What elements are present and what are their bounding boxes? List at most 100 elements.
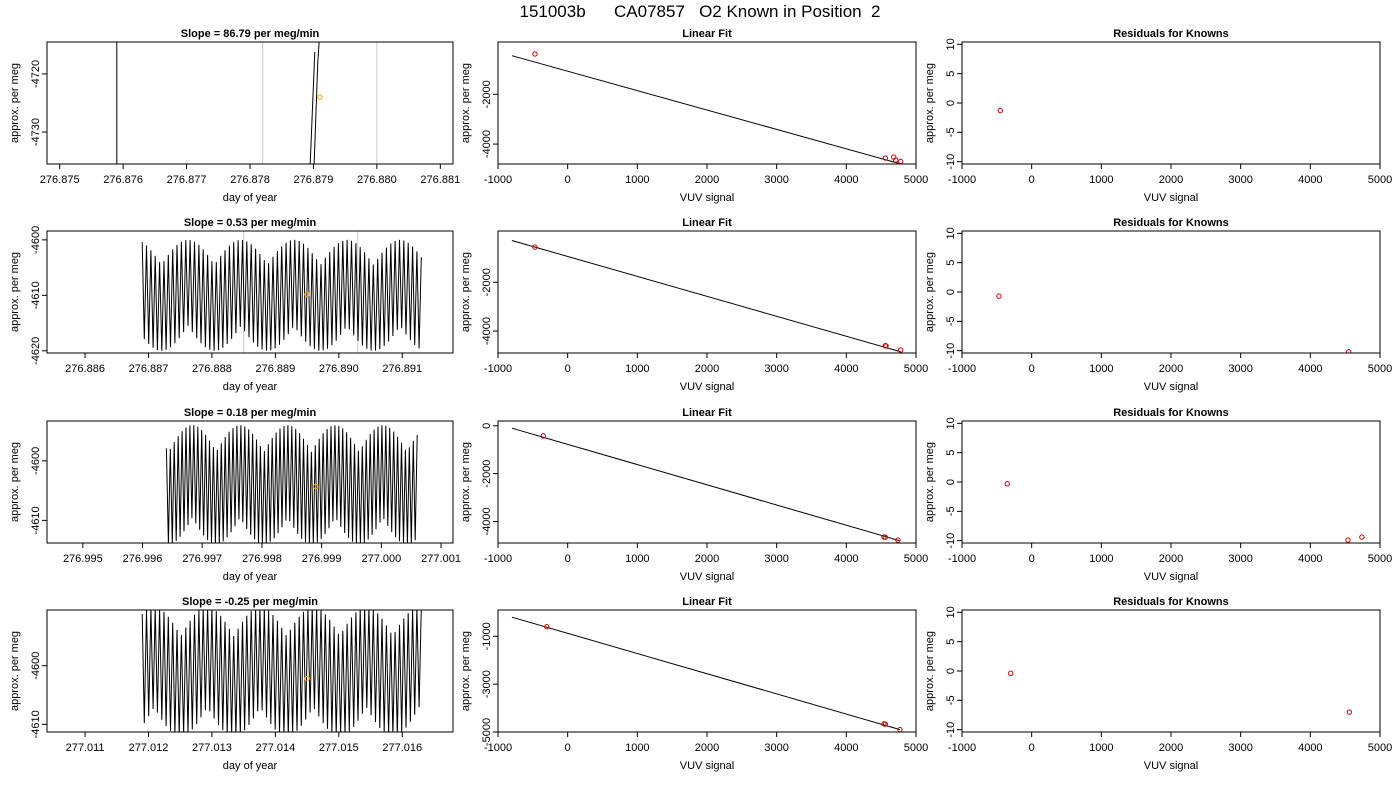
panel-title: Linear Fit [682, 217, 732, 229]
x-tick-label: 1000 [1089, 742, 1113, 754]
plot-area [996, 293, 1352, 353]
x-tick-label: 0 [1029, 742, 1035, 754]
data-point [883, 343, 889, 349]
x-tick-label: 0 [565, 174, 571, 186]
x-tick-label: 277.015 [319, 742, 359, 754]
x-tick-label: 276.875 [40, 174, 80, 186]
x-tick-label: 5000 [1368, 553, 1392, 565]
x-tick-label: 276.877 [167, 174, 207, 186]
plot-area [1004, 481, 1365, 543]
y-tick-label: -4600 [30, 226, 42, 254]
y-tick-label: 5 [945, 450, 957, 456]
x-tick-label: 1000 [625, 742, 649, 754]
data-point [882, 155, 889, 161]
x-tick-label: 277.013 [192, 742, 232, 754]
y-tick-label: -4000 [481, 317, 493, 345]
plot-area [511, 51, 904, 164]
plot-frame [497, 609, 917, 733]
x-tick-label: 276.999 [302, 553, 342, 565]
data-point [1004, 481, 1010, 487]
x-tick-label: 276.889 [255, 363, 295, 375]
plot-frame [497, 41, 917, 165]
x-tick-label: 3000 [1228, 742, 1252, 754]
mean-point [312, 483, 319, 490]
y-tick-label: 10 [945, 606, 957, 618]
plot-area [141, 231, 422, 353]
x-tick-label: 5000 [1368, 742, 1392, 754]
y-tick-label: -4600 [30, 652, 42, 680]
plot-area [511, 240, 904, 353]
data-point [997, 107, 1004, 114]
x-axis-label: VUV signal [680, 192, 734, 204]
data-point [882, 721, 889, 727]
x-tick-label: 2000 [695, 174, 719, 186]
data-point [882, 534, 889, 540]
x-tick-label: 277.016 [382, 742, 422, 754]
x-tick-label: 0 [1029, 174, 1035, 186]
plot-frame [46, 41, 454, 165]
y-tick-label: -5 [945, 506, 957, 516]
y-tick-label: -4730 [30, 118, 42, 146]
y-tick-label: -10 [945, 154, 957, 170]
y-tick-label: -2000 [481, 80, 493, 108]
x-tick-label: -1000 [484, 553, 512, 565]
y-tick-label: -5 [945, 316, 957, 326]
y-tick-label: -10 [945, 722, 957, 738]
x-tick-label: 4000 [1298, 742, 1322, 754]
x-tick-label: 4000 [1298, 363, 1322, 375]
x-tick-label: 276.997 [182, 553, 222, 565]
x-tick-label: 277.000 [361, 553, 401, 565]
x-tick-label: 4000 [1298, 553, 1322, 565]
y-axis-label: approx. per meg [460, 442, 472, 522]
x-tick-label: 3000 [764, 742, 788, 754]
x-axis-label: day of year [223, 381, 278, 393]
panel-title: Slope = 0.53 per meg/min [184, 217, 317, 229]
x-tick-label: 1000 [625, 553, 649, 565]
plot-area [1008, 670, 1353, 715]
x-tick-label: -1000 [948, 363, 976, 375]
y-tick-label: 0 [945, 668, 957, 674]
x-tick-label: -1000 [484, 174, 512, 186]
x-tick-label: 4000 [834, 553, 858, 565]
panel-time-series-row-4: 277.011 277.012 277.013 277.014 277.015 277.0… [9, 596, 454, 772]
x-tick-label: 2000 [1159, 363, 1183, 375]
y-tick-label: 10 [945, 38, 957, 50]
plot-frame [961, 420, 1381, 544]
y-axis-label: approx. per meg [460, 252, 472, 332]
x-tick-label: -1000 [948, 742, 976, 754]
x-tick-label: -1000 [484, 742, 512, 754]
y-tick-label: 5 [945, 260, 957, 266]
trace-line [141, 610, 422, 732]
x-axis-label: VUV signal [680, 571, 734, 583]
plot-frame [46, 609, 454, 733]
x-tick-label: 2000 [695, 742, 719, 754]
x-tick-label: 4000 [834, 174, 858, 186]
x-axis-label: VUV signal [1144, 192, 1198, 204]
plot-frame [961, 230, 1381, 354]
data-point [893, 157, 899, 163]
y-tick-label: 10 [945, 227, 957, 239]
plot-area [511, 616, 903, 732]
x-tick-label: 3000 [1228, 174, 1252, 186]
x-tick-label: 276.888 [192, 363, 232, 375]
y-tick-label: 0 [945, 479, 957, 485]
x-axis-label: VUV signal [1144, 571, 1198, 583]
y-axis-label: approx. per meg [460, 631, 472, 711]
x-tick-label: -1000 [948, 553, 976, 565]
x-tick-label: 276.887 [129, 363, 169, 375]
mean-point [317, 94, 323, 100]
panel-time-series-row-1: 276.875 276.876 276.877 276.878 276.879 276.8… [9, 28, 460, 204]
plot-area [997, 107, 1004, 114]
x-tick-label: -1000 [948, 174, 976, 186]
data-point [532, 51, 538, 57]
y-tick-label: -1000 [481, 622, 493, 650]
y-tick-label: -10 [945, 343, 957, 359]
y-axis-label: approx. per meg [9, 442, 21, 522]
x-tick-label: 276.995 [63, 553, 103, 565]
data-point [532, 244, 538, 250]
x-tick-label: 5000 [904, 174, 928, 186]
x-tick-label: 4000 [834, 363, 858, 375]
x-tick-label: 277.012 [129, 742, 169, 754]
fit-line [511, 616, 901, 731]
